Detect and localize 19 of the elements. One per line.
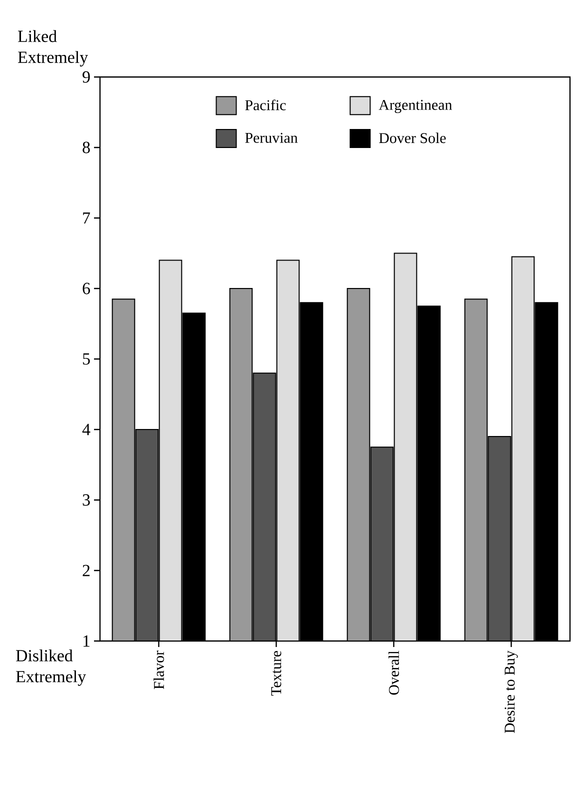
y-tick-label: 4 <box>82 424 90 436</box>
x-tick-label: Desire to Buy <box>504 650 518 734</box>
y-tick-label: 3 <box>82 494 90 506</box>
y-tick-label: 6 <box>82 282 90 294</box>
y-tick-label: 9 <box>82 71 90 83</box>
legend-label: Dover Sole <box>379 132 446 144</box>
text: Disliked Extremely <box>16 650 86 686</box>
y-tick-label: 7 <box>83 212 90 224</box>
x-tick-label: Texture <box>271 650 282 696</box>
y-tick-label: 8 <box>82 142 90 154</box>
x-tick-label: Overall <box>388 650 399 695</box>
legend-label: Peruvian <box>245 132 298 143</box>
y-tick-label: 5 <box>83 353 90 365</box>
text: Liked Extremely <box>18 30 88 66</box>
legend-label: Argentinean <box>378 100 452 114</box>
x-tick-label: Flavor <box>154 650 164 690</box>
legend-label: Pacific <box>245 100 286 110</box>
y-tick-label: 1 <box>84 635 90 647</box>
y-tick-label: 2 <box>82 564 90 576</box>
